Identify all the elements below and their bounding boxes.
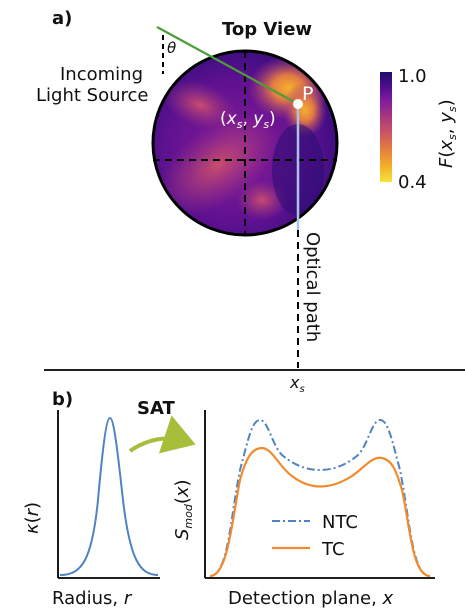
- ntc-curve: [209, 418, 431, 577]
- xs-label: xs: [289, 373, 305, 395]
- legend-ntc-label: NTC: [322, 512, 358, 533]
- incoming-ray: [156, 26, 299, 105]
- point-p-marker: [293, 99, 303, 109]
- smod-xlabel: Detection plane, x: [228, 588, 394, 609]
- incoming-label-line1: Incoming: [60, 64, 143, 85]
- smod-plot: [204, 410, 435, 579]
- optical-path-label: Optical path: [302, 232, 323, 342]
- smod-ylabel: Smod(x): [172, 479, 195, 540]
- sat-label: SAT: [137, 398, 175, 419]
- kappa-xlabel: Radius, r: [52, 588, 133, 609]
- kappa-curve: [59, 416, 159, 576]
- incoming-label-line2: Light Source: [36, 85, 148, 106]
- colorbar: [380, 72, 392, 182]
- colorbar-min-label: 0.4: [398, 172, 427, 193]
- legend: NTC TC: [272, 512, 358, 560]
- legend-tc-label: TC: [321, 539, 345, 560]
- sat-arrow: [128, 415, 196, 454]
- coord-label: (xs, ys): [220, 109, 276, 131]
- panel-b-label: b): [52, 389, 73, 410]
- panel-a-label: a): [52, 8, 72, 29]
- flux-map-disk: [153, 51, 337, 235]
- colorbar-max-label: 1.0: [398, 66, 427, 87]
- theta-label: θ: [167, 39, 176, 57]
- kappa-ylabel: κ(r): [22, 502, 43, 534]
- tc-curve: [209, 446, 431, 578]
- point-p-label: P: [302, 83, 313, 105]
- colorbar-title: F(xs, ys): [436, 99, 459, 168]
- kappa-plot: [57, 410, 160, 579]
- top-view-title: Top View: [222, 19, 312, 40]
